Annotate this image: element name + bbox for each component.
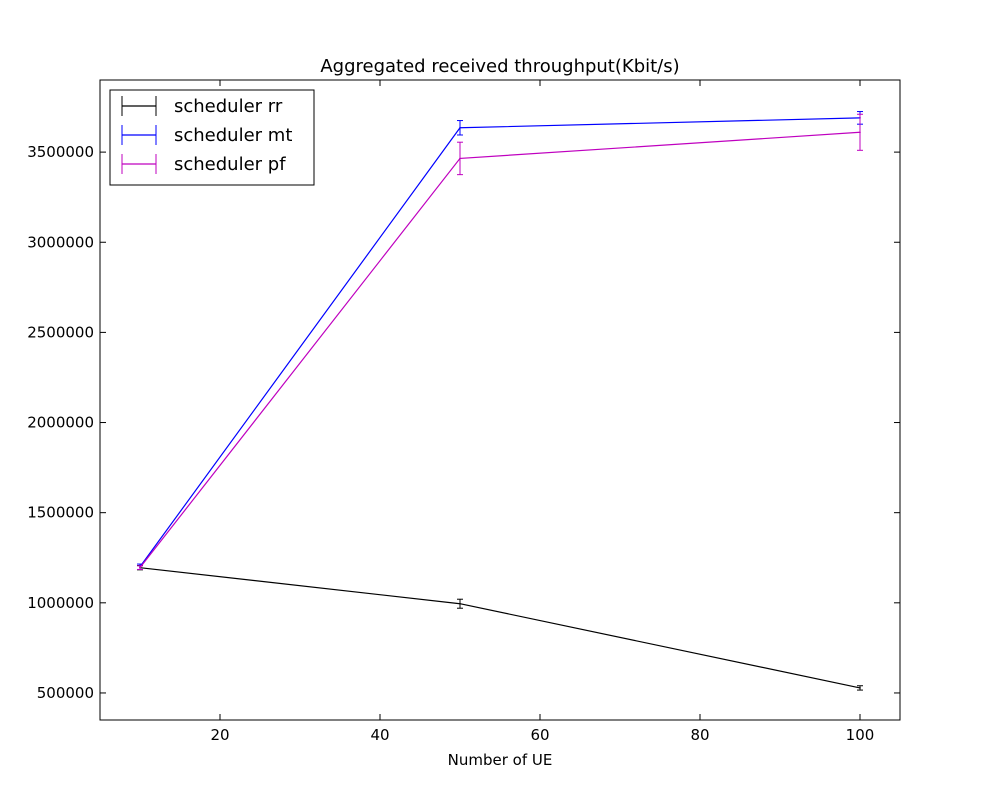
x-tick-label: 20 xyxy=(210,726,229,744)
y-tick-label: 500000 xyxy=(37,684,94,702)
y-tick-label: 2500000 xyxy=(27,323,94,341)
data-point xyxy=(459,126,461,129)
x-tick-label: 80 xyxy=(690,726,709,744)
x-tick-label: 60 xyxy=(530,726,549,744)
plot-area: 20 40 60 80 100 500000 1000000 1500000 2000000 25… xyxy=(27,80,900,744)
x-tick-label: 40 xyxy=(370,726,389,744)
y-tick-label: 1500000 xyxy=(27,504,94,522)
data-point xyxy=(859,131,861,134)
data-point xyxy=(459,602,461,605)
legend-label: scheduler pf xyxy=(174,154,286,175)
legend: scheduler rr scheduler mt scheduler pf xyxy=(109,89,315,186)
y-tick-label: 3000000 xyxy=(27,233,94,251)
legend-label: scheduler rr xyxy=(174,96,283,117)
chart-title: Aggregated received throughput(Kbit/s) xyxy=(320,56,679,77)
data-point xyxy=(459,157,461,160)
x-tick-label: 100 xyxy=(846,726,875,744)
data-point xyxy=(859,687,861,689)
legend-label: scheduler mt xyxy=(174,125,292,146)
y-tick-label: 3500000 xyxy=(27,143,94,161)
plot-frame xyxy=(99,79,901,721)
x-axis-label: Number of UE xyxy=(448,751,553,769)
y-tick-label: 1000000 xyxy=(27,594,94,612)
data-point xyxy=(139,566,141,569)
y-tick-label: 2000000 xyxy=(27,414,94,432)
